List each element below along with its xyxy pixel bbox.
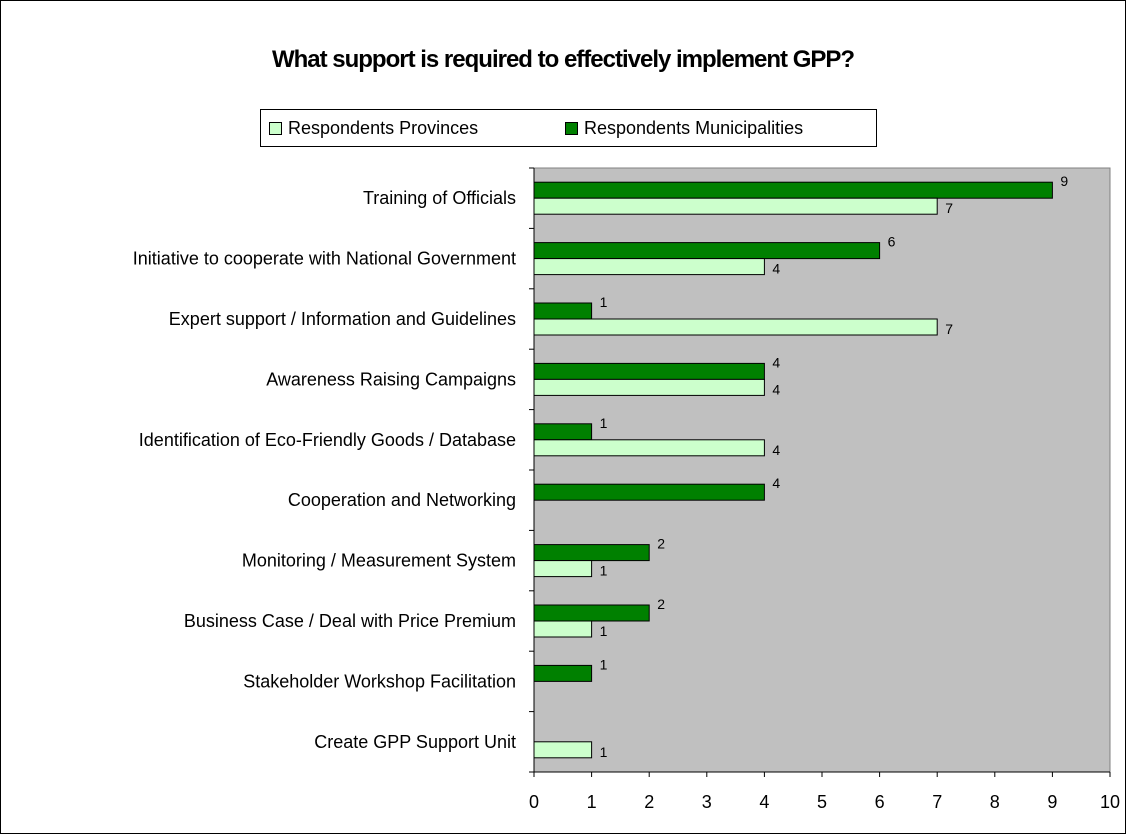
bar-municipalities bbox=[533, 181, 1053, 199]
bar-provinces bbox=[533, 741, 593, 759]
x-tick-label: 3 bbox=[702, 792, 712, 812]
category-label: Business Case / Deal with Price Premium bbox=[184, 611, 516, 631]
x-tick-label: 6 bbox=[875, 792, 885, 812]
data-label-municipalities: 4 bbox=[772, 354, 780, 370]
data-label-municipalities: 2 bbox=[657, 536, 665, 552]
bar-municipalities bbox=[533, 362, 765, 380]
data-label-provinces: 7 bbox=[945, 321, 953, 337]
data-label-provinces: 4 bbox=[772, 381, 780, 397]
data-label-municipalities: 1 bbox=[600, 294, 608, 310]
x-tick-label: 10 bbox=[1100, 792, 1120, 812]
data-label-provinces: 4 bbox=[772, 442, 780, 458]
data-label-provinces: 1 bbox=[600, 623, 608, 639]
category-label: Expert support / Information and Guideli… bbox=[169, 309, 516, 329]
x-tick-label: 9 bbox=[1047, 792, 1057, 812]
bar-provinces bbox=[533, 620, 593, 638]
data-label-provinces: 1 bbox=[600, 744, 608, 760]
legend-item-provinces: Respondents Provinces bbox=[269, 117, 478, 139]
data-label-municipalities: 9 bbox=[1060, 173, 1068, 189]
data-label-provinces: 4 bbox=[772, 261, 780, 277]
bar-provinces bbox=[533, 439, 765, 457]
category-label: Training of Officials bbox=[363, 188, 516, 208]
legend-swatch-provinces bbox=[269, 121, 282, 135]
category-label: Initiative to cooperate with National Go… bbox=[133, 249, 516, 269]
bar-provinces bbox=[533, 197, 938, 215]
category-label: Cooperation and Networking bbox=[288, 490, 516, 510]
category-label: Stakeholder Workshop Facilitation bbox=[243, 671, 516, 691]
category-label: Awareness Raising Campaigns bbox=[266, 369, 516, 389]
bar-provinces bbox=[533, 378, 765, 396]
data-label-municipalities: 2 bbox=[657, 596, 665, 612]
bar-provinces bbox=[533, 560, 593, 578]
data-label-municipalities: 1 bbox=[600, 656, 608, 672]
bar-municipalities bbox=[533, 302, 593, 320]
bar-municipalities bbox=[533, 483, 765, 501]
legend-label-provinces: Respondents Provinces bbox=[288, 117, 479, 138]
data-label-municipalities: 1 bbox=[600, 415, 608, 431]
bar-municipalities bbox=[533, 544, 650, 562]
x-tick-label: 0 bbox=[529, 792, 539, 812]
data-label-municipalities: 4 bbox=[772, 475, 780, 491]
x-tick-label: 7 bbox=[932, 792, 942, 812]
x-tick-label: 2 bbox=[644, 792, 654, 812]
x-tick-label: 5 bbox=[817, 792, 827, 812]
legend-swatch-municipalities bbox=[565, 121, 578, 135]
bar-municipalities bbox=[533, 423, 593, 441]
legend-item-municipalities: Respondents Municipalities bbox=[565, 117, 803, 139]
x-tick-label: 4 bbox=[759, 792, 769, 812]
chart-title: What support is required to effectively … bbox=[271, 46, 855, 73]
data-label-provinces: 1 bbox=[600, 563, 608, 579]
bar-municipalities bbox=[533, 242, 881, 260]
legend: Respondents Provinces Respondents Munici… bbox=[260, 109, 877, 147]
bar-municipalities bbox=[533, 604, 650, 622]
bar-provinces bbox=[533, 258, 765, 276]
x-tick-label: 1 bbox=[587, 792, 597, 812]
category-label: Monitoring / Measurement System bbox=[242, 551, 516, 571]
data-label-municipalities: 6 bbox=[888, 234, 896, 250]
category-label: Create GPP Support Unit bbox=[314, 732, 516, 752]
bar-provinces bbox=[533, 318, 938, 336]
x-tick-label: 8 bbox=[990, 792, 1000, 812]
category-label: Identification of Eco-Friendly Goods / D… bbox=[139, 430, 516, 450]
legend-label-municipalities: Respondents Municipalities bbox=[584, 117, 804, 138]
bar-municipalities bbox=[533, 664, 593, 682]
data-label-provinces: 7 bbox=[945, 200, 953, 216]
